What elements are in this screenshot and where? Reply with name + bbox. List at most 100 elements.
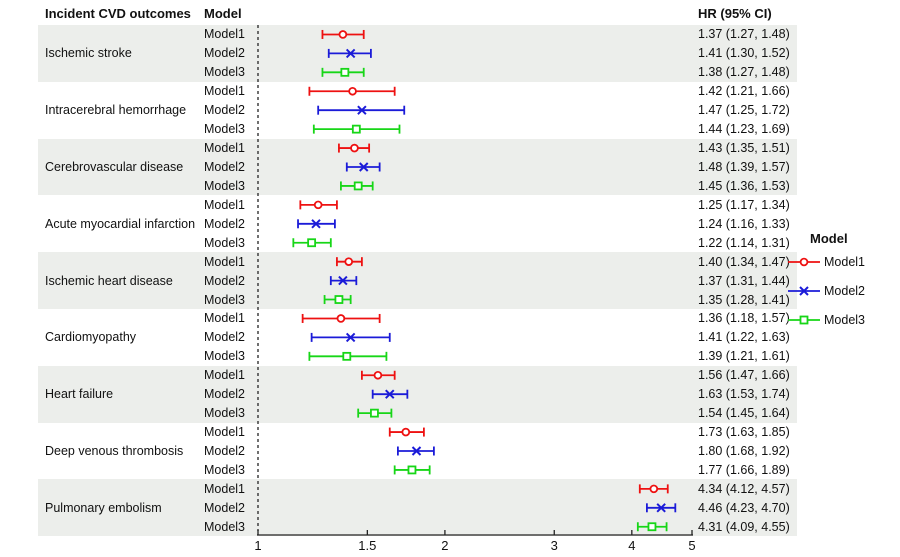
hr-ci-value: 1.47 (1.25, 1.72): [698, 103, 790, 118]
hr-point-x-marker: [411, 446, 422, 456]
error-bar-model1: [638, 484, 669, 494]
outcome-label: Intracerebral hemorrhage: [45, 103, 187, 118]
model-label: Model1: [204, 27, 245, 42]
hr-ci-value: 1.25 (1.17, 1.34): [698, 197, 790, 212]
hr-point-square-marker: [340, 67, 350, 77]
hr-point-x-marker: [656, 503, 666, 513]
hr-point-circle-marker: [348, 86, 357, 96]
hr-ci-value: 1.40 (1.34, 1.47): [698, 254, 790, 269]
outcome-label: Acute myocardial infarction: [45, 216, 196, 231]
hr-point-x-marker: [345, 48, 356, 59]
legend-item-label: Model2: [824, 284, 865, 298]
model-label: Model2: [204, 500, 245, 515]
hr-point-x-marker: [338, 275, 348, 286]
error-bar-model3: [357, 408, 393, 418]
x-axis-tick-label: 5: [688, 538, 695, 553]
hr-point-circle-marker: [401, 427, 411, 437]
hr-ci-value: 1.37 (1.27, 1.48): [698, 27, 790, 42]
hr-ci-value: 1.41 (1.22, 1.63): [698, 330, 790, 345]
hr-point-circle-marker: [649, 484, 659, 494]
hr-ci-value: 1.43 (1.35, 1.51): [698, 141, 790, 156]
legend-item-label: Model1: [824, 255, 865, 269]
row-shading-band: [38, 252, 797, 309]
hr-ci-value: 1.41 (1.30, 1.52): [698, 46, 790, 61]
hr-ci-value: 1.63 (1.53, 1.74): [698, 387, 790, 402]
hr-point-square-marker: [351, 124, 361, 134]
model-label: Model2: [204, 444, 245, 458]
hr-ci-value: 1.38 (1.27, 1.48): [698, 65, 790, 80]
error-bar-model2: [396, 446, 435, 456]
error-bar-model3: [308, 351, 388, 361]
hr-ci-value: 4.31 (4.09, 4.55): [698, 519, 790, 534]
hr-ci-value: 1.48 (1.39, 1.57): [698, 160, 790, 174]
model-label: Model2: [204, 103, 245, 118]
hr-point-circle-marker: [336, 314, 346, 323]
legend-marker-circle-icon: [788, 257, 820, 267]
error-bar-model1: [299, 200, 338, 210]
error-bar-model3: [393, 465, 431, 475]
hr-ci-value: 1.73 (1.63, 1.85): [698, 425, 790, 440]
row-shading-band: [38, 25, 797, 82]
model-label: Model3: [204, 349, 245, 364]
error-bar-model2: [317, 105, 406, 115]
hr-ci-value: 1.44 (1.23, 1.69): [698, 122, 790, 137]
error-bar-model3: [340, 181, 374, 191]
error-bar-model2: [327, 48, 372, 59]
model-label: Model3: [204, 462, 245, 477]
hr-point-square-marker: [307, 238, 317, 248]
hr-ci-value: 4.46 (4.23, 4.70): [698, 500, 790, 515]
model-label: Model3: [204, 235, 245, 250]
hr-ci-value: 1.35 (1.28, 1.41): [698, 292, 790, 307]
column-header-hr: HR (95% CI): [698, 6, 772, 21]
error-bar-model2: [310, 332, 391, 343]
error-bar-model1: [388, 427, 425, 437]
outcome-label: Pulmonary embolism: [45, 500, 162, 515]
row-shading-band: [38, 365, 797, 423]
outcome-label: Deep venous thrombosis: [45, 444, 184, 458]
error-bar-model1: [308, 86, 396, 96]
error-bar-model1: [336, 257, 363, 267]
hr-ci-value: 4.34 (4.12, 4.57): [698, 481, 790, 496]
hr-point-x-marker: [311, 219, 321, 229]
model-label: Model2: [204, 216, 245, 231]
outcome-label: Cardiomyopathy: [45, 330, 137, 345]
error-bar-model2: [297, 219, 336, 229]
hr-point-square-marker: [647, 522, 657, 532]
hr-ci-value: 1.42 (1.21, 1.66): [698, 84, 790, 99]
hr-point-circle-marker: [344, 257, 354, 266]
hr-point-circle-marker: [350, 143, 359, 153]
x-axis-tick-label: 3: [551, 538, 558, 553]
model-label: Model2: [204, 387, 245, 402]
model-label: Model1: [204, 254, 245, 269]
row-shading-band: [38, 138, 797, 196]
legend-item-model1: Model1: [786, 252, 865, 272]
model-label: Model2: [204, 46, 245, 61]
model-label: Model3: [204, 178, 245, 193]
model-label: Model2: [204, 330, 245, 345]
hr-point-circle-marker: [799, 257, 809, 267]
error-bar-model2: [646, 503, 677, 513]
error-bar-model1: [321, 29, 365, 39]
outcome-label: Heart failure: [45, 387, 114, 402]
model-label: Model3: [204, 406, 245, 421]
legend-item-model2: Model2: [786, 281, 865, 301]
hr-point-x-marker: [799, 286, 809, 296]
hr-ci-value: 1.45 (1.36, 1.53): [698, 178, 790, 193]
error-bar-model3: [292, 238, 332, 248]
x-axis-tick-label: 1: [254, 538, 261, 553]
hr-point-square-marker: [334, 295, 344, 304]
hr-point-circle-marker: [313, 200, 323, 210]
column-header-outcomes: Incident CVD outcomes: [45, 6, 191, 21]
error-bar-model3: [636, 522, 668, 532]
outcome-label: Ischemic stroke: [45, 46, 132, 61]
model-label: Model2: [204, 160, 245, 174]
outcome-label: Ischemic heart disease: [45, 273, 173, 288]
hr-ci-value: 1.77 (1.66, 1.89): [698, 462, 790, 477]
model-label: Model3: [204, 519, 245, 534]
hr-point-x-marker: [357, 105, 367, 115]
model-label: Model1: [204, 368, 245, 383]
hr-point-square-marker: [342, 351, 352, 361]
hr-ci-value: 1.80 (1.68, 1.92): [698, 444, 790, 458]
